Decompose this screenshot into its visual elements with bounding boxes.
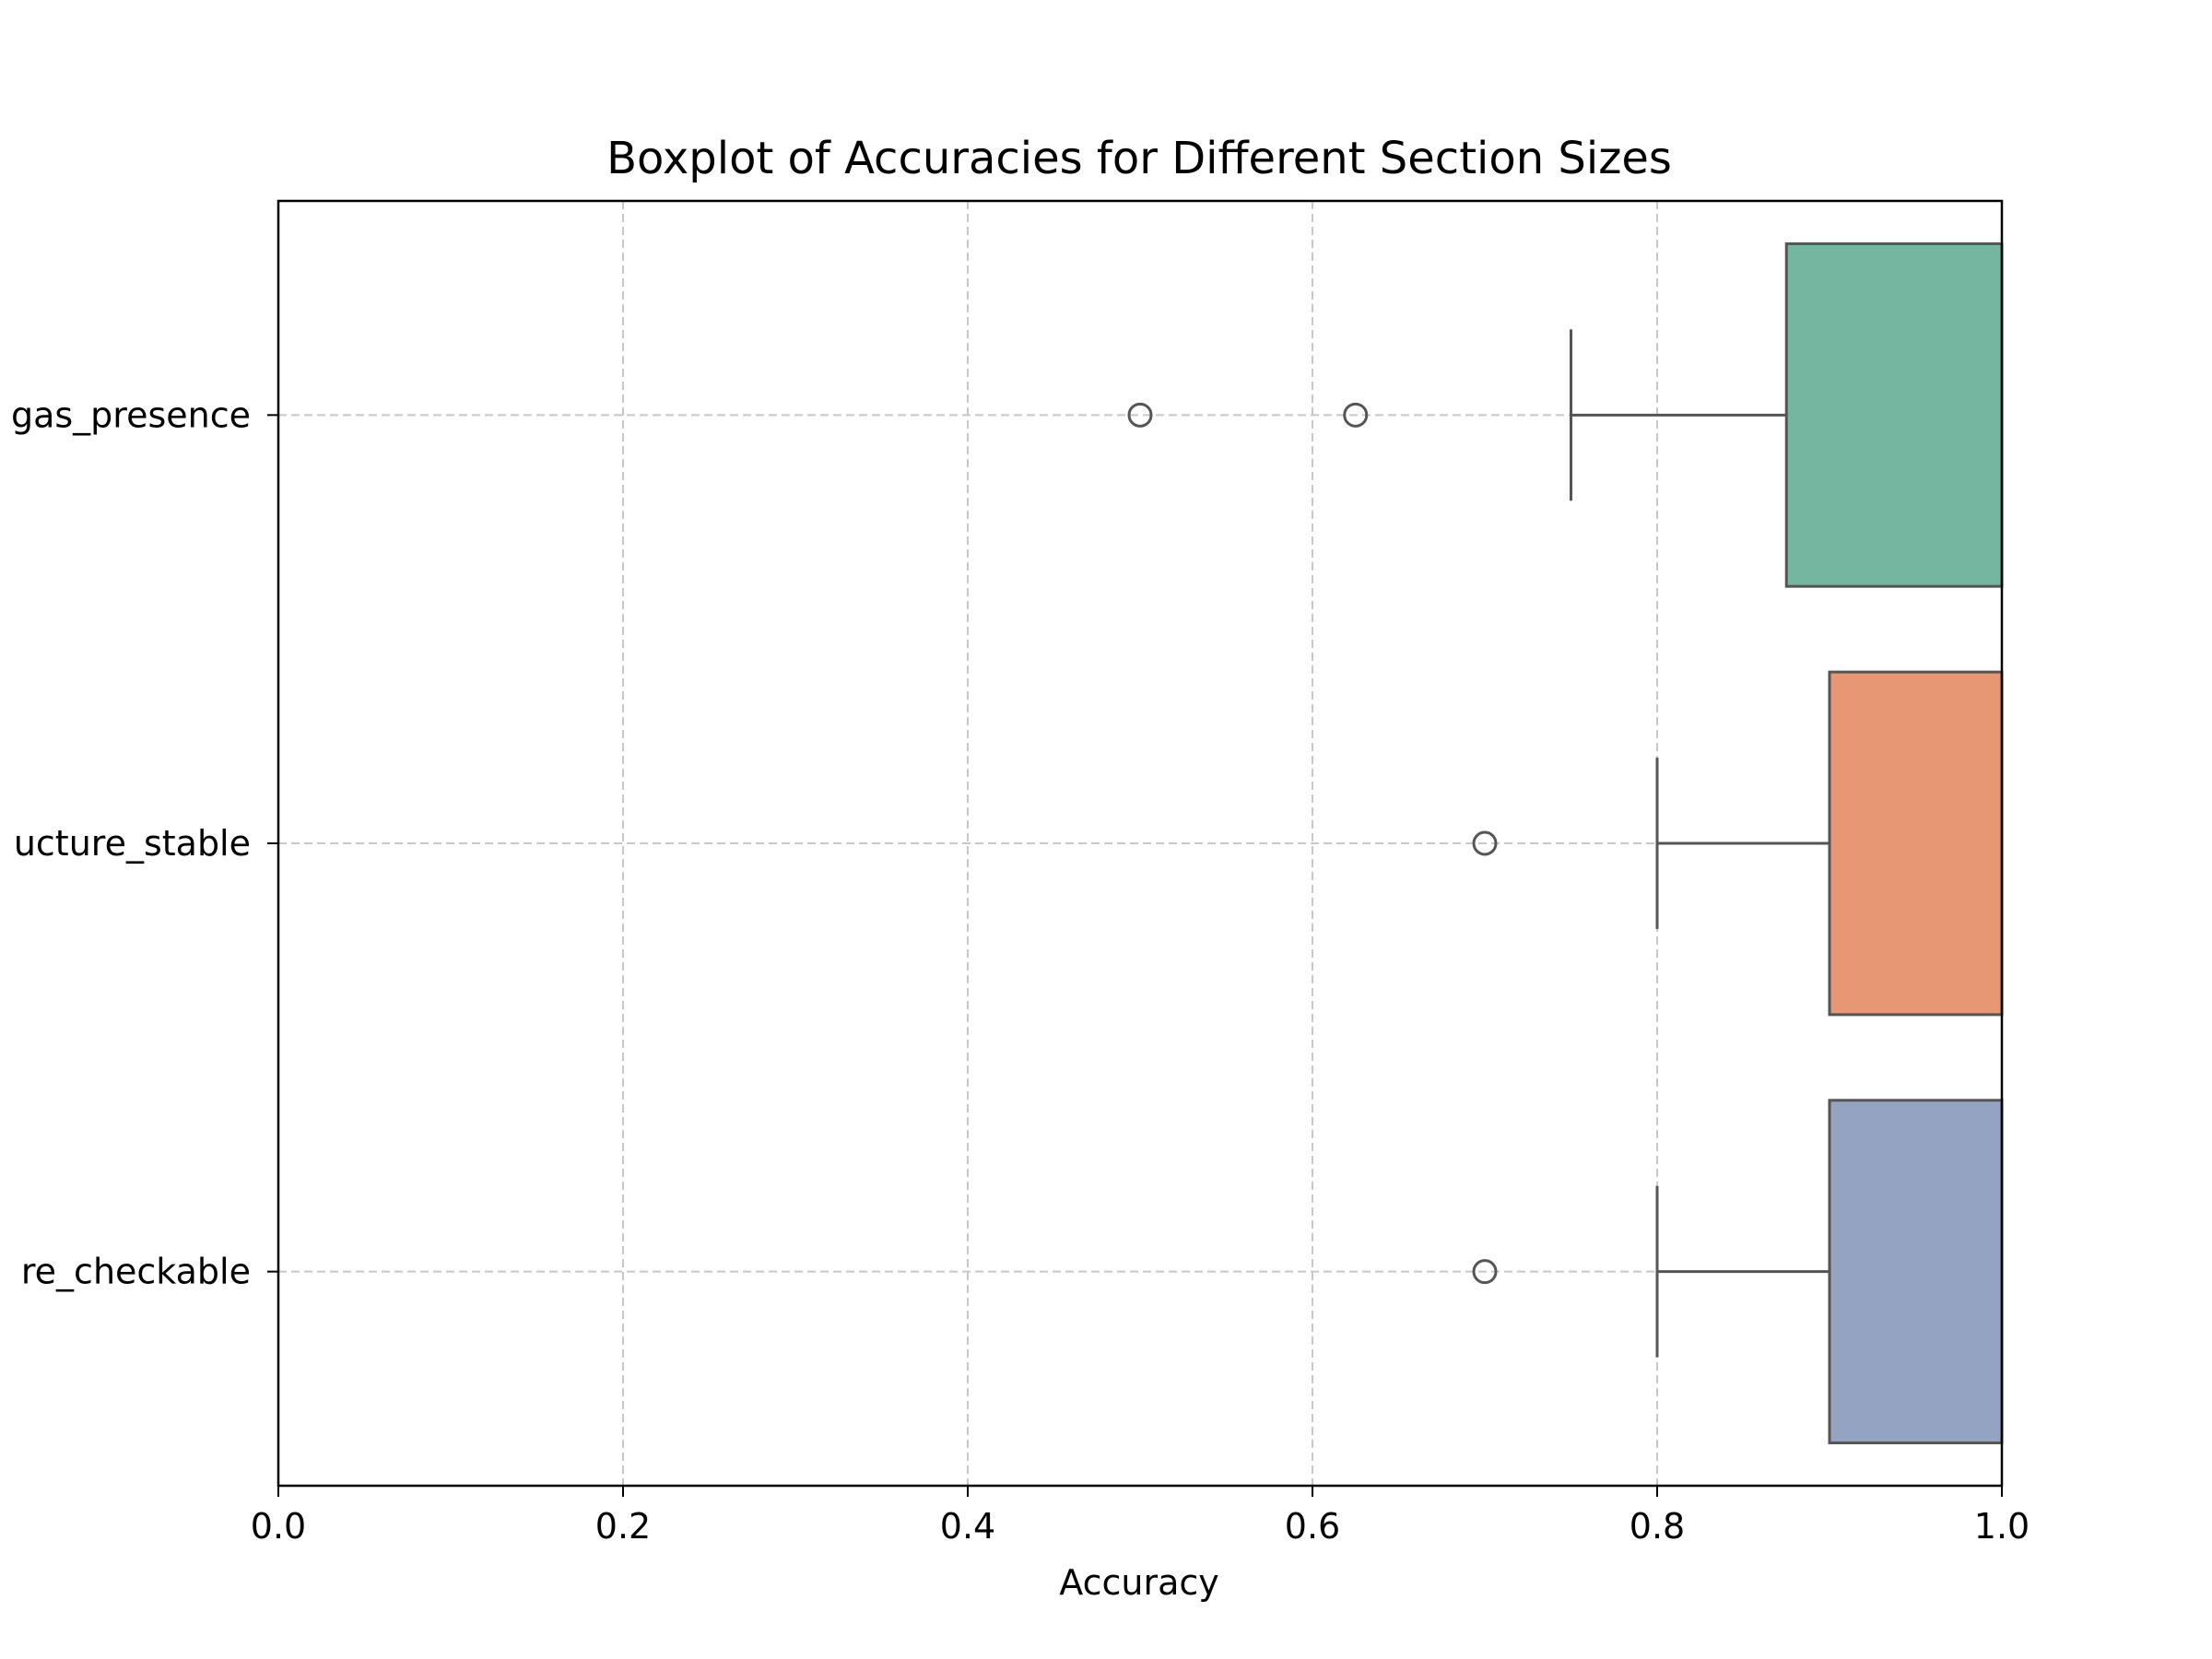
tick-layer: 0.0 0.2 0.4 0.6 0.8 1.0 gas_presence ucture_sta… — [11, 394, 2030, 1547]
outlier-point — [1472, 830, 1498, 856]
box — [1784, 241, 2004, 588]
x-tick-label: 0.8 — [1630, 1506, 1685, 1547]
x-tick-label: 0.0 — [251, 1506, 306, 1547]
x-tick-label: 1.0 — [1974, 1506, 2030, 1547]
x-tick-label: 0.4 — [940, 1506, 995, 1547]
y-tick-label: gas_presence — [11, 394, 251, 435]
y-tick-label: re_checkable — [21, 1252, 251, 1292]
chart-title: Boxplot of Accuracies for Different Sect… — [606, 133, 1672, 184]
y-tick-label: ucture_stable — [14, 823, 251, 864]
outlier-point — [1127, 402, 1153, 428]
box — [1828, 1099, 2004, 1445]
x-tick-label: 0.6 — [1285, 1506, 1340, 1547]
x-axis-label: Accuracy — [1059, 1562, 1219, 1603]
x-tick-label: 0.2 — [595, 1506, 651, 1547]
box — [1828, 670, 2004, 1017]
outlier-point — [1472, 1259, 1498, 1285]
outlier-point — [1343, 402, 1369, 428]
